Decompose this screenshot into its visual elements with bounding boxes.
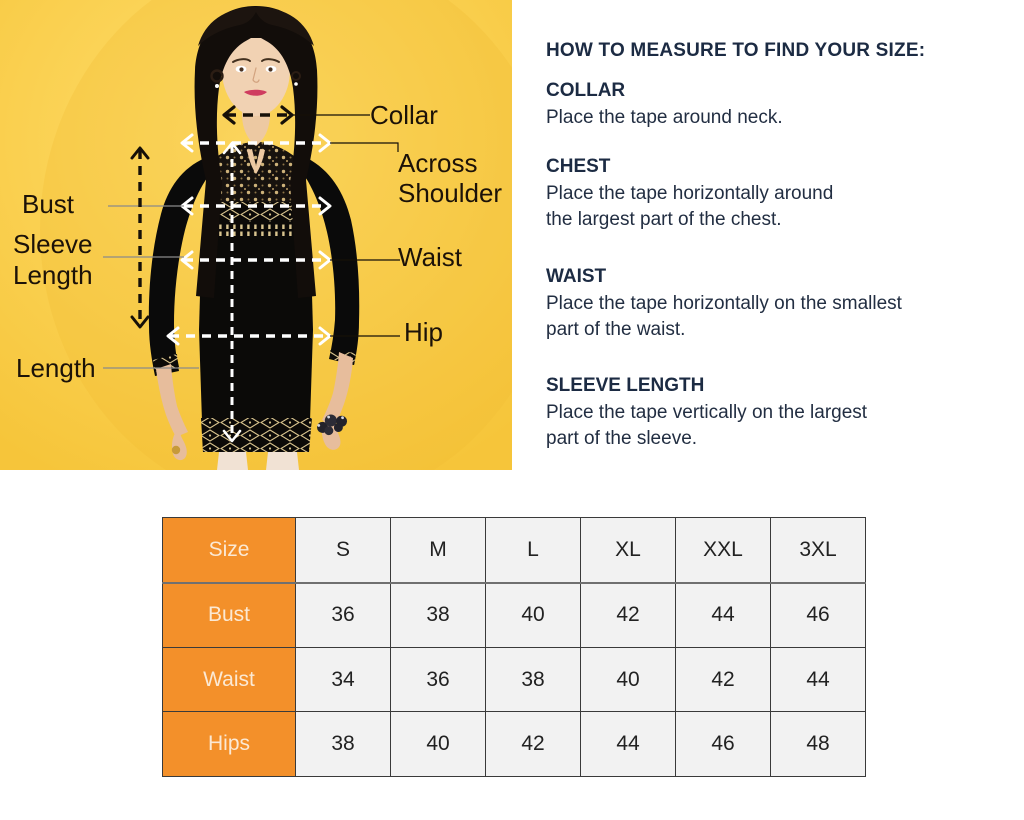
svg-text:Bust: Bust (22, 189, 75, 219)
svg-text:Collar: Collar (370, 100, 438, 130)
svg-text:Across: Across (398, 148, 477, 178)
svg-text:Length: Length (13, 260, 93, 290)
svg-text:Length: Length (16, 353, 96, 383)
svg-text:Waist: Waist (398, 242, 463, 272)
svg-text:Shoulder: Shoulder (398, 178, 502, 208)
svg-text:Sleeve: Sleeve (13, 229, 93, 259)
svg-text:Hip: Hip (404, 317, 443, 347)
